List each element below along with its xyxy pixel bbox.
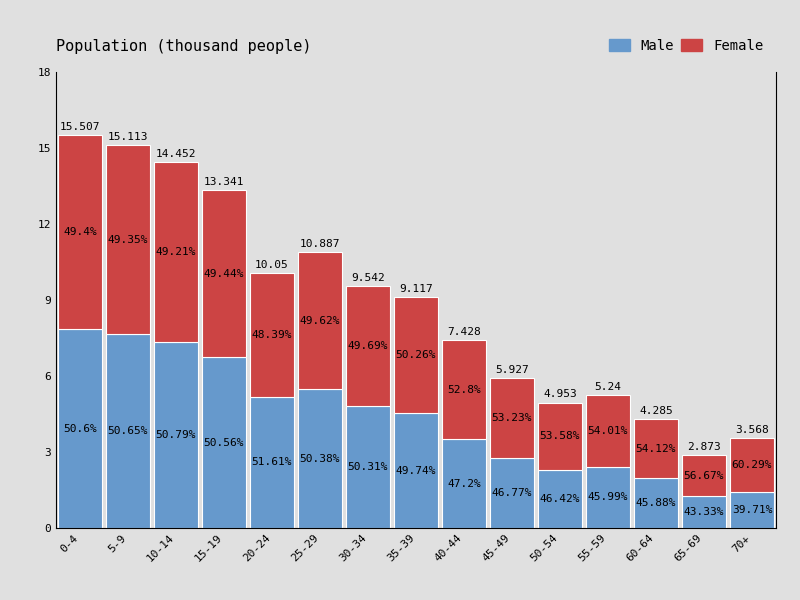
- Text: 50.26%: 50.26%: [396, 350, 436, 360]
- Text: 50.56%: 50.56%: [204, 437, 244, 448]
- Text: 39.71%: 39.71%: [732, 505, 772, 515]
- Text: 5.927: 5.927: [495, 365, 529, 375]
- Text: 4.285: 4.285: [639, 406, 673, 416]
- Text: 53.23%: 53.23%: [492, 413, 532, 423]
- Bar: [538, 470, 582, 528]
- Text: 45.99%: 45.99%: [588, 493, 628, 502]
- Bar: [490, 458, 534, 528]
- Bar: [538, 403, 582, 470]
- Bar: [250, 397, 294, 528]
- Text: 54.01%: 54.01%: [588, 426, 628, 436]
- Text: 7.428: 7.428: [447, 327, 481, 337]
- Bar: [634, 478, 678, 528]
- Text: 49.44%: 49.44%: [204, 269, 244, 278]
- Text: 13.341: 13.341: [204, 177, 244, 187]
- Bar: [202, 190, 246, 357]
- Text: 60.29%: 60.29%: [732, 460, 772, 470]
- Text: 5.24: 5.24: [594, 382, 622, 392]
- Text: 48.39%: 48.39%: [252, 330, 292, 340]
- Text: 49.35%: 49.35%: [108, 235, 148, 245]
- Text: 49.4%: 49.4%: [63, 227, 97, 237]
- Legend: Male, Female: Male, Female: [603, 34, 769, 58]
- Bar: [442, 340, 486, 439]
- Text: 10.887: 10.887: [300, 239, 340, 249]
- Bar: [442, 439, 486, 528]
- Text: 15.113: 15.113: [108, 132, 148, 142]
- Text: Population (thousand people): Population (thousand people): [56, 39, 311, 54]
- Text: 9.117: 9.117: [399, 284, 433, 294]
- Text: 9.542: 9.542: [351, 273, 385, 283]
- Bar: [730, 437, 774, 492]
- Bar: [346, 286, 390, 406]
- Bar: [730, 492, 774, 528]
- Text: 49.62%: 49.62%: [300, 316, 340, 326]
- Text: 43.33%: 43.33%: [684, 507, 724, 517]
- Bar: [682, 496, 726, 528]
- Text: 3.568: 3.568: [735, 425, 769, 434]
- Bar: [586, 395, 630, 467]
- Text: 50.38%: 50.38%: [300, 454, 340, 464]
- Text: 10.05: 10.05: [255, 260, 289, 271]
- Bar: [298, 389, 342, 528]
- Text: 51.61%: 51.61%: [252, 457, 292, 467]
- Text: 49.74%: 49.74%: [396, 466, 436, 476]
- Text: 53.58%: 53.58%: [540, 431, 580, 441]
- Bar: [394, 413, 438, 528]
- Bar: [202, 357, 246, 528]
- Text: 49.69%: 49.69%: [348, 341, 388, 352]
- Bar: [394, 297, 438, 413]
- Text: 46.77%: 46.77%: [492, 488, 532, 498]
- Text: 49.21%: 49.21%: [156, 247, 196, 257]
- Text: 54.12%: 54.12%: [636, 444, 676, 454]
- Text: 46.42%: 46.42%: [540, 494, 580, 504]
- Bar: [490, 378, 534, 458]
- Bar: [586, 467, 630, 528]
- Text: 14.452: 14.452: [156, 149, 196, 159]
- Bar: [634, 419, 678, 478]
- Bar: [106, 145, 150, 334]
- Text: 15.507: 15.507: [60, 122, 100, 132]
- Text: 56.67%: 56.67%: [684, 471, 724, 481]
- Text: 47.2%: 47.2%: [447, 479, 481, 488]
- Text: 50.6%: 50.6%: [63, 424, 97, 434]
- Bar: [154, 342, 198, 528]
- Bar: [106, 334, 150, 528]
- Text: 50.31%: 50.31%: [348, 462, 388, 472]
- Bar: [58, 135, 102, 329]
- Bar: [154, 162, 198, 342]
- Text: 52.8%: 52.8%: [447, 385, 481, 395]
- Bar: [58, 329, 102, 528]
- Text: 45.88%: 45.88%: [636, 498, 676, 508]
- Text: 2.873: 2.873: [687, 442, 721, 452]
- Bar: [250, 274, 294, 397]
- Text: 50.79%: 50.79%: [156, 430, 196, 440]
- Text: 50.65%: 50.65%: [108, 426, 148, 436]
- Bar: [298, 252, 342, 389]
- Bar: [346, 406, 390, 528]
- Text: 4.953: 4.953: [543, 389, 577, 400]
- Bar: [682, 455, 726, 496]
